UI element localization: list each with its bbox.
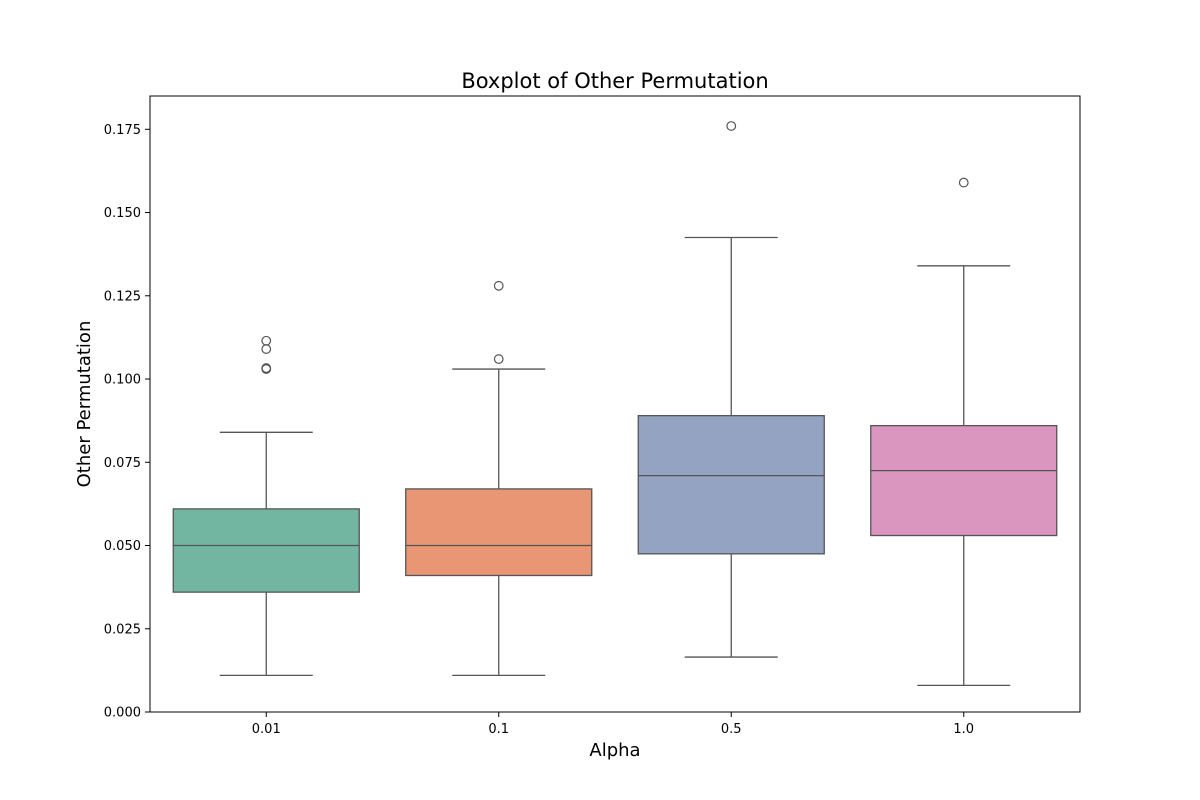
box-0-1 xyxy=(405,488,593,577)
y-tick-label: 0.000 xyxy=(104,706,141,721)
outlier-0-01-3 xyxy=(261,335,272,346)
outlier-0-5-0 xyxy=(726,121,737,131)
box-1-0 xyxy=(870,424,1058,537)
x-tick-label: 0.5 xyxy=(721,722,742,737)
y-axis-label: Other Permutation xyxy=(74,321,95,488)
outlier-0-1-0 xyxy=(493,354,504,364)
x-tick-label: 0.01 xyxy=(252,722,281,737)
y-tick-label: 0.075 xyxy=(104,456,141,471)
outlier-0-1-1 xyxy=(493,280,504,291)
y-tick-label: 0.025 xyxy=(104,622,141,637)
box-0-01 xyxy=(172,508,360,593)
y-tick-label: 0.050 xyxy=(104,539,141,554)
outlier-1-0-0 xyxy=(958,177,969,188)
x-axis-label: Alpha xyxy=(589,740,640,761)
y-tick-label: 0.100 xyxy=(104,373,141,388)
outlier-0-01-2 xyxy=(261,344,272,354)
y-tick-label: 0.150 xyxy=(104,206,141,221)
plot-frame xyxy=(149,95,1081,713)
x-tick-label: 1.0 xyxy=(953,722,974,737)
plot-area: 0.000 0.025 0.050 0.075 0.100 0.125 0.150 0.175… xyxy=(104,95,1081,737)
x-tick-label: 0.1 xyxy=(488,722,509,737)
y-tick-label: 0.175 xyxy=(104,123,141,138)
chart-title: Boxplot of Other Permutation xyxy=(461,69,768,93)
y-tick-label: 0.125 xyxy=(104,289,141,304)
outlier-0-01-1 xyxy=(261,363,272,373)
box-0-5 xyxy=(637,415,825,555)
